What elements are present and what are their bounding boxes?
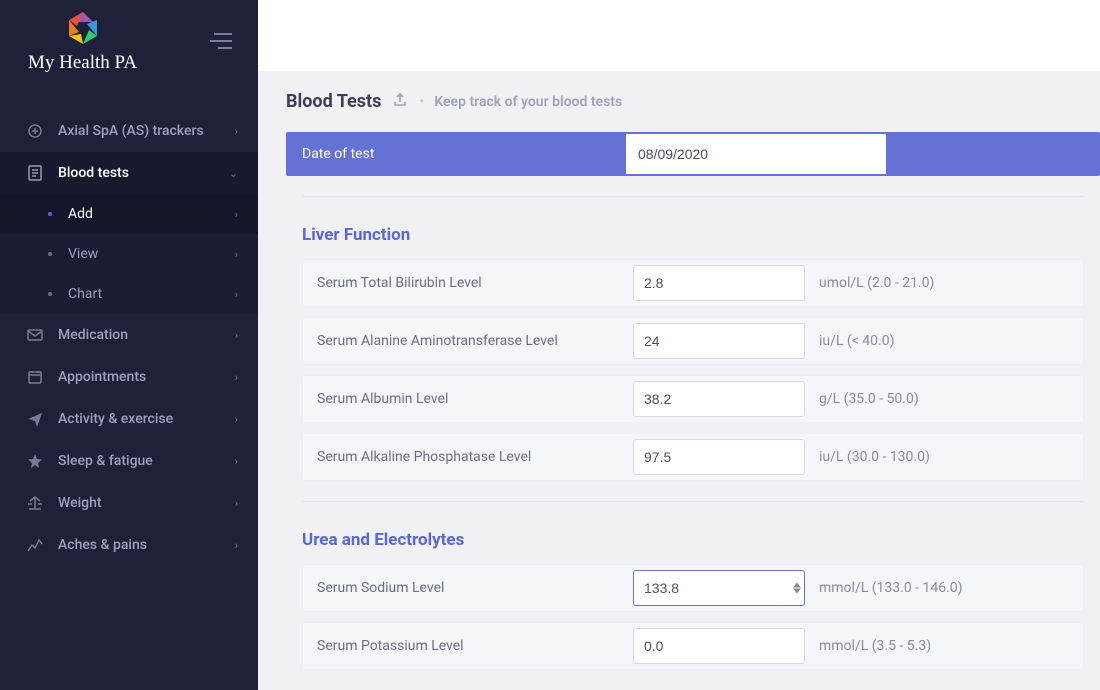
sidebar-item-label: Appointments	[58, 369, 146, 385]
test-unit: iu/L (< 40.0)	[819, 333, 894, 349]
sidebar-sub-view[interactable]: View ›	[0, 234, 258, 274]
test-label: Serum Potassium Level	[317, 638, 633, 654]
sidebar-item-medication[interactable]: Medication ›	[0, 314, 258, 356]
spinner-down-icon[interactable]	[793, 589, 801, 594]
test-row-alt: Serum Alanine Aminotransferase Level iu/…	[302, 317, 1084, 365]
test-input-alt[interactable]	[633, 323, 805, 359]
test-row-albumin: Serum Albumin Level g/L (35.0 - 50.0)	[302, 375, 1084, 423]
sidebar-item-label: Axial SpA (AS) trackers	[58, 123, 204, 139]
chevron-right-icon: ›	[235, 539, 238, 552]
sidebar-item-weight[interactable]: Weight ›	[0, 482, 258, 524]
topbar	[258, 0, 1100, 71]
sidebar-item-label: Activity & exercise	[58, 411, 173, 427]
chevron-right-icon: ›	[235, 208, 238, 221]
test-row-sodium: Serum Sodium Level mmol/L (133.0 - 146.0…	[302, 564, 1084, 612]
sidebar-item-label: Add	[68, 206, 93, 222]
sidebar-item-appointments[interactable]: Appointments ›	[0, 356, 258, 398]
sidebar-item-trackers[interactable]: Axial SpA (AS) trackers ›	[0, 110, 258, 152]
sidebar-item-aches[interactable]: Aches & pains ›	[0, 524, 258, 566]
main: Blood Tests • Keep track of your blood t…	[258, 0, 1100, 690]
page-subtitle: Keep track of your blood tests	[434, 94, 622, 110]
bullet-icon	[48, 292, 52, 296]
chevron-right-icon: ›	[235, 288, 238, 301]
export-icon[interactable]	[393, 93, 407, 111]
bullet-icon	[48, 252, 52, 256]
date-input[interactable]	[626, 134, 886, 174]
sidebar-item-blood-tests[interactable]: Blood tests ⌄	[0, 152, 258, 194]
divider	[302, 196, 1084, 197]
star-icon	[26, 452, 44, 470]
test-label: Serum Alanine Aminotransferase Level	[317, 333, 633, 349]
test-input-potassium[interactable]	[633, 628, 805, 664]
test-unit: iu/L (30.0 - 130.0)	[819, 449, 930, 465]
chevron-right-icon: ›	[235, 413, 238, 426]
content: Date of test Liver Function Serum Total …	[258, 132, 1100, 690]
brand-name: My Health PA	[28, 52, 137, 74]
sidebar-item-label: Weight	[58, 495, 102, 511]
test-label: Serum Alkaline Phosphatase Level	[317, 449, 633, 465]
number-spinner	[793, 583, 801, 594]
separator-dot: •	[419, 94, 424, 110]
page-header: Blood Tests • Keep track of your blood t…	[258, 71, 1100, 132]
spinner-input-wrap	[633, 570, 805, 606]
page-title: Blood Tests	[286, 91, 381, 112]
test-label: Serum Albumin Level	[317, 391, 633, 407]
chart-icon	[26, 536, 44, 554]
menu-toggle-icon[interactable]	[204, 27, 238, 55]
sidebar-sub-chart[interactable]: Chart ›	[0, 274, 258, 314]
divider	[302, 501, 1084, 502]
test-input-alp[interactable]	[633, 439, 805, 475]
sidebar-item-activity[interactable]: Activity & exercise ›	[0, 398, 258, 440]
test-label: Serum Total Bilirubin Level	[317, 275, 633, 291]
bullet-icon	[48, 212, 52, 216]
chevron-down-icon: ⌄	[229, 167, 238, 180]
sidebar-item-label: Chart	[68, 286, 102, 302]
document-icon	[26, 164, 44, 182]
tracker-icon	[26, 122, 44, 140]
sidebar-item-label: Blood tests	[58, 165, 129, 181]
chevron-right-icon: ›	[235, 455, 238, 468]
chevron-right-icon: ›	[235, 248, 238, 261]
chevron-right-icon: ›	[235, 497, 238, 510]
sidebar-item-sleep[interactable]: Sleep & fatigue ›	[0, 440, 258, 482]
section-title-ue: Urea and Electrolytes	[302, 530, 1100, 550]
nav: Axial SpA (AS) trackers › Blood tests ⌄ …	[0, 110, 258, 566]
date-of-test-row: Date of test	[286, 132, 1100, 176]
form-card: Date of test Liver Function Serum Total …	[286, 132, 1100, 670]
sidebar-submenu-blood-tests: Add › View › Chart ›	[0, 194, 258, 314]
chevron-right-icon: ›	[235, 125, 238, 138]
sidebar-item-label: Medication	[58, 327, 128, 343]
sidebar-item-label: View	[68, 246, 98, 262]
test-row-potassium: Serum Potassium Level mmol/L (3.5 - 5.3)	[302, 622, 1084, 670]
scale-icon	[26, 494, 44, 512]
sidebar-item-label: Aches & pains	[58, 537, 147, 553]
test-row-bilirubin: Serum Total Bilirubin Level umol/L (2.0 …	[302, 259, 1084, 307]
test-unit: umol/L (2.0 - 21.0)	[819, 275, 934, 291]
plane-icon	[26, 410, 44, 428]
aperture-logo-icon	[63, 8, 103, 48]
test-input-albumin[interactable]	[633, 381, 805, 417]
chevron-right-icon: ›	[235, 371, 238, 384]
test-unit: mmol/L (133.0 - 146.0)	[819, 580, 963, 596]
brand-row: My Health PA	[0, 0, 258, 90]
calendar-icon	[26, 368, 44, 386]
mail-icon	[26, 326, 44, 344]
test-unit: mmol/L (3.5 - 5.3)	[819, 638, 931, 654]
test-row-alp: Serum Alkaline Phosphatase Level iu/L (3…	[302, 433, 1084, 481]
test-unit: g/L (35.0 - 50.0)	[819, 391, 919, 407]
page-subtitle-wrap: • Keep track of your blood tests	[419, 94, 622, 110]
sidebar: My Health PA Axial SpA (AS) trackers › B…	[0, 0, 258, 690]
test-label: Serum Sodium Level	[317, 580, 633, 596]
brand[interactable]: My Health PA	[28, 8, 137, 74]
spinner-up-icon[interactable]	[793, 583, 801, 588]
chevron-right-icon: ›	[235, 329, 238, 342]
test-input-bilirubin[interactable]	[633, 265, 805, 301]
sidebar-item-label: Sleep & fatigue	[58, 453, 153, 469]
section-title-liver: Liver Function	[302, 225, 1100, 245]
sidebar-sub-add[interactable]: Add ›	[0, 194, 258, 234]
test-input-sodium[interactable]	[633, 570, 805, 606]
date-label: Date of test	[286, 146, 626, 162]
